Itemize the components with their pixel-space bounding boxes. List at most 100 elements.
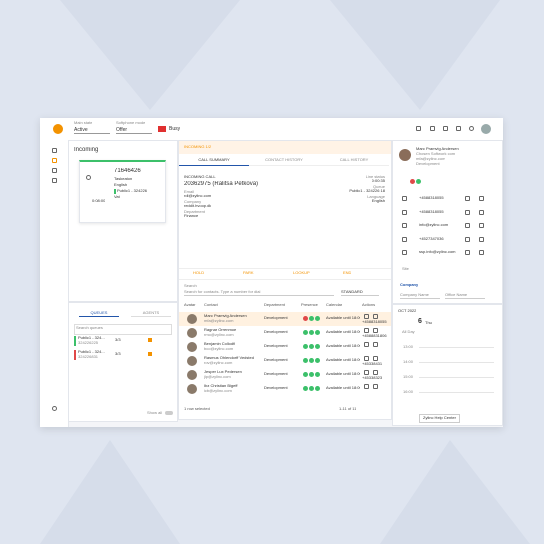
- icon[interactable]: [456, 126, 461, 131]
- detail-action[interactable]: [465, 223, 470, 228]
- user-avatar[interactable]: [481, 124, 491, 134]
- detail-icon: [402, 223, 407, 228]
- contact-name[interactable]: Rasmus Ohlendorff Vedsted: [204, 356, 254, 360]
- action-icon[interactable]: [364, 370, 369, 375]
- department: Development: [264, 316, 288, 320]
- search-input[interactable]: Search queues: [74, 324, 172, 335]
- phone[interactable]: +45338431: [362, 362, 383, 366]
- presence-dot: [315, 386, 320, 391]
- nav-icon[interactable]: [52, 168, 57, 173]
- call-card[interactable]: 71646426 Taskeaton English Public1 - 324…: [79, 160, 166, 223]
- logo: [53, 124, 63, 134]
- action-icon[interactable]: [364, 314, 369, 319]
- detail-action[interactable]: [479, 196, 484, 201]
- icon[interactable]: [469, 126, 474, 131]
- tab[interactable]: AGENTS: [131, 311, 171, 317]
- icon[interactable]: [430, 126, 435, 131]
- contact-email: jlp@zylinc.com: [204, 375, 231, 379]
- contact-name[interactable]: Benjamin Collodfi: [204, 342, 236, 346]
- contact-name[interactable]: Marc Pramvig Andersen: [204, 314, 247, 318]
- action-icon[interactable]: [364, 356, 369, 361]
- field-label: Queue: [372, 185, 385, 189]
- checkbox[interactable]: [148, 338, 152, 342]
- bg-shape: [40, 440, 180, 544]
- select[interactable]: Active: [74, 127, 110, 134]
- detail-action[interactable]: [465, 209, 470, 215]
- action-icon[interactable]: [373, 328, 378, 333]
- column-header: Department: [264, 303, 285, 307]
- tab[interactable]: CALL SUMMARY: [179, 158, 249, 166]
- status[interactable]: Busy: [169, 126, 181, 132]
- action-icon[interactable]: [364, 384, 369, 389]
- field-label: Department: [184, 210, 205, 214]
- contact-name[interactable]: Ragnar Orrenmoe: [204, 328, 237, 332]
- icon[interactable]: [443, 126, 448, 131]
- detail-value[interactable]: ssp.info@zylinc.com: [419, 250, 456, 254]
- phone[interactable]: +45338323: [362, 376, 383, 380]
- detail-value[interactable]: +4527347036: [419, 236, 444, 241]
- hour-line: [419, 362, 494, 363]
- action-icon[interactable]: [373, 356, 378, 361]
- nav-icon[interactable]: [52, 158, 57, 163]
- action-icon[interactable]: [364, 328, 369, 333]
- presence-dot: [309, 344, 314, 349]
- field-value: English: [371, 199, 385, 203]
- contact-name[interactable]: Jesper Lux Pedersen: [204, 370, 242, 374]
- action-button[interactable]: END: [343, 271, 352, 275]
- detail-value[interactable]: info@zylinc.com: [419, 223, 449, 227]
- tab[interactable]: CONTACT HISTORY: [249, 158, 319, 166]
- detail-icon: [402, 236, 407, 242]
- show-all[interactable]: Show all: [147, 411, 163, 415]
- action-icon[interactable]: [373, 314, 378, 319]
- select[interactable]: Offer: [116, 127, 152, 134]
- detail-action[interactable]: [479, 209, 484, 215]
- company-name[interactable]: Company Name: [400, 293, 440, 299]
- field-label: Company: [184, 200, 202, 204]
- office-name[interactable]: Office Name: [445, 293, 485, 299]
- tab[interactable]: QUEUES: [79, 311, 119, 317]
- action-button[interactable]: HOLD: [193, 271, 205, 275]
- detail-action[interactable]: [479, 236, 484, 242]
- contact-email: icb@zylinc.com: [204, 389, 232, 393]
- action-button[interactable]: PARK: [243, 271, 254, 275]
- search-mode[interactable]: STANDARD: [341, 290, 379, 296]
- action-button[interactable]: LOOKUP: [293, 271, 310, 275]
- action-icon[interactable]: [364, 342, 369, 347]
- department: Development: [264, 358, 288, 362]
- presence-dot: [309, 358, 314, 363]
- search-input[interactable]: Search for contacts. Type a number for d…: [184, 290, 334, 296]
- avatar: [187, 356, 197, 366]
- settings-icon[interactable]: [52, 406, 57, 411]
- action-icon[interactable]: [373, 342, 378, 347]
- day: 6: [418, 318, 422, 325]
- call-label: INCOMING CALL: [184, 175, 216, 179]
- detail-action[interactable]: [479, 250, 484, 255]
- detail-action[interactable]: [479, 223, 484, 228]
- contact-name[interactable]: Ibz Christian Bigeff: [204, 384, 238, 388]
- contact-email: bco@zylinc.com: [204, 347, 234, 351]
- department: Development: [264, 344, 288, 348]
- toggle[interactable]: [165, 411, 173, 415]
- help-button[interactable]: Zylinc Help Center: [419, 414, 460, 423]
- detail-value[interactable]: +4588318055: [419, 196, 444, 200]
- company-label: Company: [400, 283, 419, 287]
- phone[interactable]: +4588831806: [362, 334, 387, 338]
- tab[interactable]: CALL HISTORY: [319, 158, 389, 166]
- icon[interactable]: [416, 126, 421, 131]
- phone[interactable]: +4588318055: [362, 320, 387, 324]
- detail-action[interactable]: [465, 250, 470, 255]
- call-panel: INCOMING 1/2 INCOMING CALL 20362975 (Ral…: [178, 140, 392, 420]
- detail-value[interactable]: +4588318055: [419, 209, 444, 214]
- action-icon[interactable]: [373, 384, 378, 389]
- queue-color: [74, 350, 76, 360]
- checkbox[interactable]: [148, 352, 152, 356]
- action-icon[interactable]: [373, 370, 378, 375]
- detail-action[interactable]: [465, 236, 470, 242]
- queue-count: 3/3: [115, 352, 121, 356]
- nav-icon[interactable]: [52, 178, 57, 183]
- detail-action[interactable]: [465, 196, 470, 201]
- search-label: Search: [184, 284, 197, 288]
- action-bar: [179, 268, 391, 280]
- nav-icon[interactable]: [52, 148, 57, 153]
